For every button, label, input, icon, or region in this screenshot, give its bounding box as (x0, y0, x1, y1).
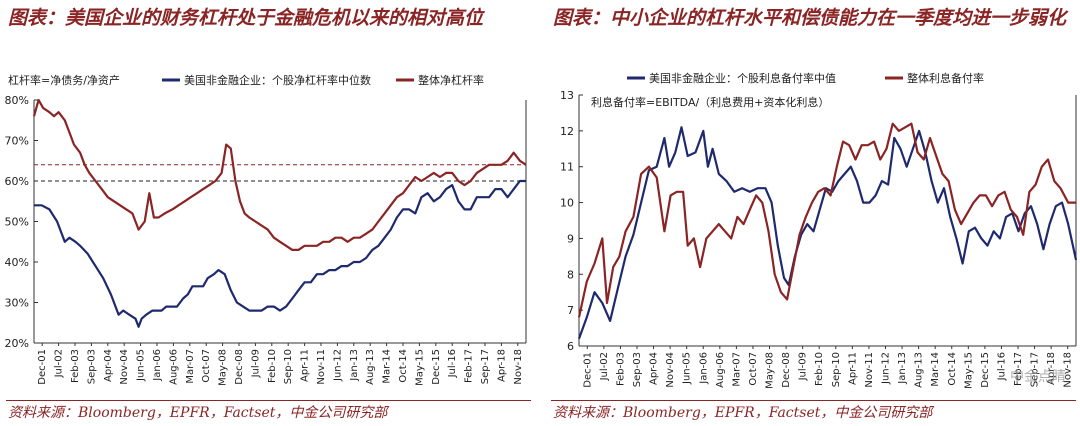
x-tick-label: Jun-05 (136, 349, 147, 382)
x-tick-label: Sep-03 (632, 352, 643, 387)
x-tick-label: Dec-15 (980, 352, 991, 388)
x-tick-label: Apr-04 (103, 349, 114, 382)
x-tick-label: Dec-15 (431, 349, 442, 385)
x-tick-label: Apr-18 (496, 349, 507, 382)
x-tick-label: Jul-02 (599, 352, 610, 381)
y-tick-label: 8 (567, 268, 574, 281)
x-tick-label: Jan-13 (349, 349, 360, 382)
y-tick-label: 60% (5, 175, 29, 188)
left-line-chart: 80% 70% 60% 50% 40% 30% 20% Dec-01 Jul-02 Feb-03 S… (5, 73, 527, 386)
x-tick-label: Nov-11 (316, 349, 327, 385)
left-chart-source: 资料来源：Bloomberg，EPFR，Factset，中金公司研究部 (8, 405, 388, 421)
watermark-text: 中金点睛 (1010, 369, 1066, 385)
x-tick-label: Nov-04 (665, 352, 676, 388)
x-tick-label: Sep-17 (1030, 352, 1041, 387)
x-tick-label: Dec-01 (582, 352, 593, 388)
series-line-1 (34, 179, 526, 328)
y-tick-label: 70% (5, 135, 29, 148)
y-tick-label: 9 (567, 232, 574, 245)
left-chart-title: 图表：美国企业的财务杠杆处于金融危机以来的相对高位 (8, 7, 484, 29)
x-tick-label: Oct-07 (748, 352, 759, 386)
x-tick-label: Feb-10 (814, 352, 825, 386)
x-tick-label: Aug-13 (365, 349, 376, 385)
x-tick-label: Jun-05 (682, 352, 693, 385)
x-tick-label: May-15 (414, 349, 425, 386)
x-tick-label: Feb-03 (615, 352, 626, 386)
legend-label-2: 整体利息备付率 (907, 71, 984, 85)
x-tick-label: Jan-06 (152, 349, 163, 382)
x-tick-label: Jul-16 (996, 352, 1007, 381)
x-tick-label: Mar-07 (731, 352, 742, 387)
y-tick-label: 30% (5, 297, 29, 310)
x-tick-label: May-08 (765, 352, 776, 389)
series-line-2 (577, 122, 1076, 318)
x-tick-label: Oct-14 (398, 349, 409, 383)
x-tick-label: Feb-10 (267, 349, 278, 383)
y-tick-label: 6 (567, 340, 574, 353)
x-tick-label: Jul-09 (798, 352, 809, 381)
x-tick-label: Dec-08 (781, 352, 792, 388)
left-source-rule (6, 400, 531, 401)
left-chart-panel: 图表：美国企业的财务杠杆处于金融危机以来的相对高位 80% 70% 60% 50% 40… (0, 0, 535, 426)
y-axis-label: 杠杆率=净债务/净资产 (8, 73, 120, 87)
x-tick-label: Nov-04 (119, 349, 130, 385)
series-line-1 (577, 126, 1078, 340)
x-tick-label: Apr-11 (300, 349, 311, 382)
y-tick-label: 12 (560, 125, 574, 138)
x-tick-label: Mar-07 (185, 349, 196, 384)
x-tick-label: Sep-03 (86, 349, 97, 384)
y-tick-label: 11 (560, 161, 574, 174)
legend-label-1: 美国非金融企业：个股利息备付率中值 (649, 71, 836, 85)
x-tick-label: Nov-11 (864, 352, 875, 388)
x-tick-label: Jul-09 (250, 349, 261, 378)
x-tick-label: Jan-13 (897, 352, 908, 385)
x-tick-label: Jun-12 (880, 352, 891, 385)
y-tick-label: 13 (560, 89, 574, 102)
x-tick-label: Feb-03 (70, 349, 81, 383)
x-tick-label: May-08 (218, 349, 229, 386)
right-chart-panel: 图表：中小企业的杠杆水平和偿债能力在一季度均进一步弱化 13 12 11 10 9 8 7 6… (545, 0, 1080, 426)
right-line-chart: 13 12 11 10 9 8 7 6 Dec-01 Jul-02 Feb-03 Sep-03 Apr-… (560, 71, 1078, 389)
x-tick-label: Oct-07 (201, 349, 212, 383)
legend-label-1: 美国非金融企业：个股净杠杆率中位数 (184, 73, 371, 87)
x-tick-label: Mar-14 (382, 349, 393, 384)
x-tick-label: Mar-14 (930, 352, 941, 387)
x-tick-label: Dec-01 (37, 349, 48, 385)
series-line-2 (32, 98, 527, 251)
x-tick-label: Feb-17 (464, 349, 475, 383)
x-tick-label: May-15 (963, 352, 974, 389)
y-tick-label: 80% (5, 94, 29, 107)
y-axis-label: 利息备付率=EBITDA/（利息费用+资本化利息） (591, 95, 829, 109)
right-source-rule (551, 400, 1076, 401)
x-tick-label: Aug-06 (168, 349, 179, 385)
x-tick-label: Apr-11 (847, 352, 858, 385)
x-tick-label: Dec-08 (234, 349, 245, 385)
x-tick-label: Apr-18 (1046, 352, 1057, 385)
y-tick-label: 10 (560, 197, 574, 210)
x-tick-label: Sep-17 (480, 349, 491, 384)
x-tick-label: Sep-10 (831, 352, 842, 387)
x-tick-label: Jun-12 (332, 349, 343, 382)
x-tick-label: Sep-10 (283, 349, 294, 384)
y-tick-label: 50% (5, 216, 29, 229)
x-tick-label: Nov-18 (1063, 352, 1074, 388)
right-chart-source: 资料来源：Bloomberg，EPFR，Factset，中金公司研究部 (553, 405, 933, 421)
x-tick-label: Nov-18 (513, 349, 524, 385)
legend-label-2: 整体净杠杆率 (418, 73, 484, 87)
right-chart-title: 图表：中小企业的杠杆水平和偿债能力在一季度均进一步弱化 (553, 7, 1067, 29)
x-tick-label: Aug-06 (715, 352, 726, 388)
x-tick-label: Oct-14 (947, 352, 958, 386)
x-tick-label: Jan-06 (698, 352, 709, 385)
y-tick-label: 40% (5, 256, 29, 269)
y-tick-label: 7 (567, 304, 574, 317)
x-tick-label: Apr-04 (649, 352, 660, 385)
x-tick-label: Aug-13 (914, 352, 925, 388)
x-tick-label: Feb-17 (1013, 352, 1024, 386)
x-tick-label: Jul-02 (54, 349, 65, 378)
x-tick-label: Jul-16 (447, 349, 458, 378)
y-tick-label: 20% (5, 337, 29, 350)
